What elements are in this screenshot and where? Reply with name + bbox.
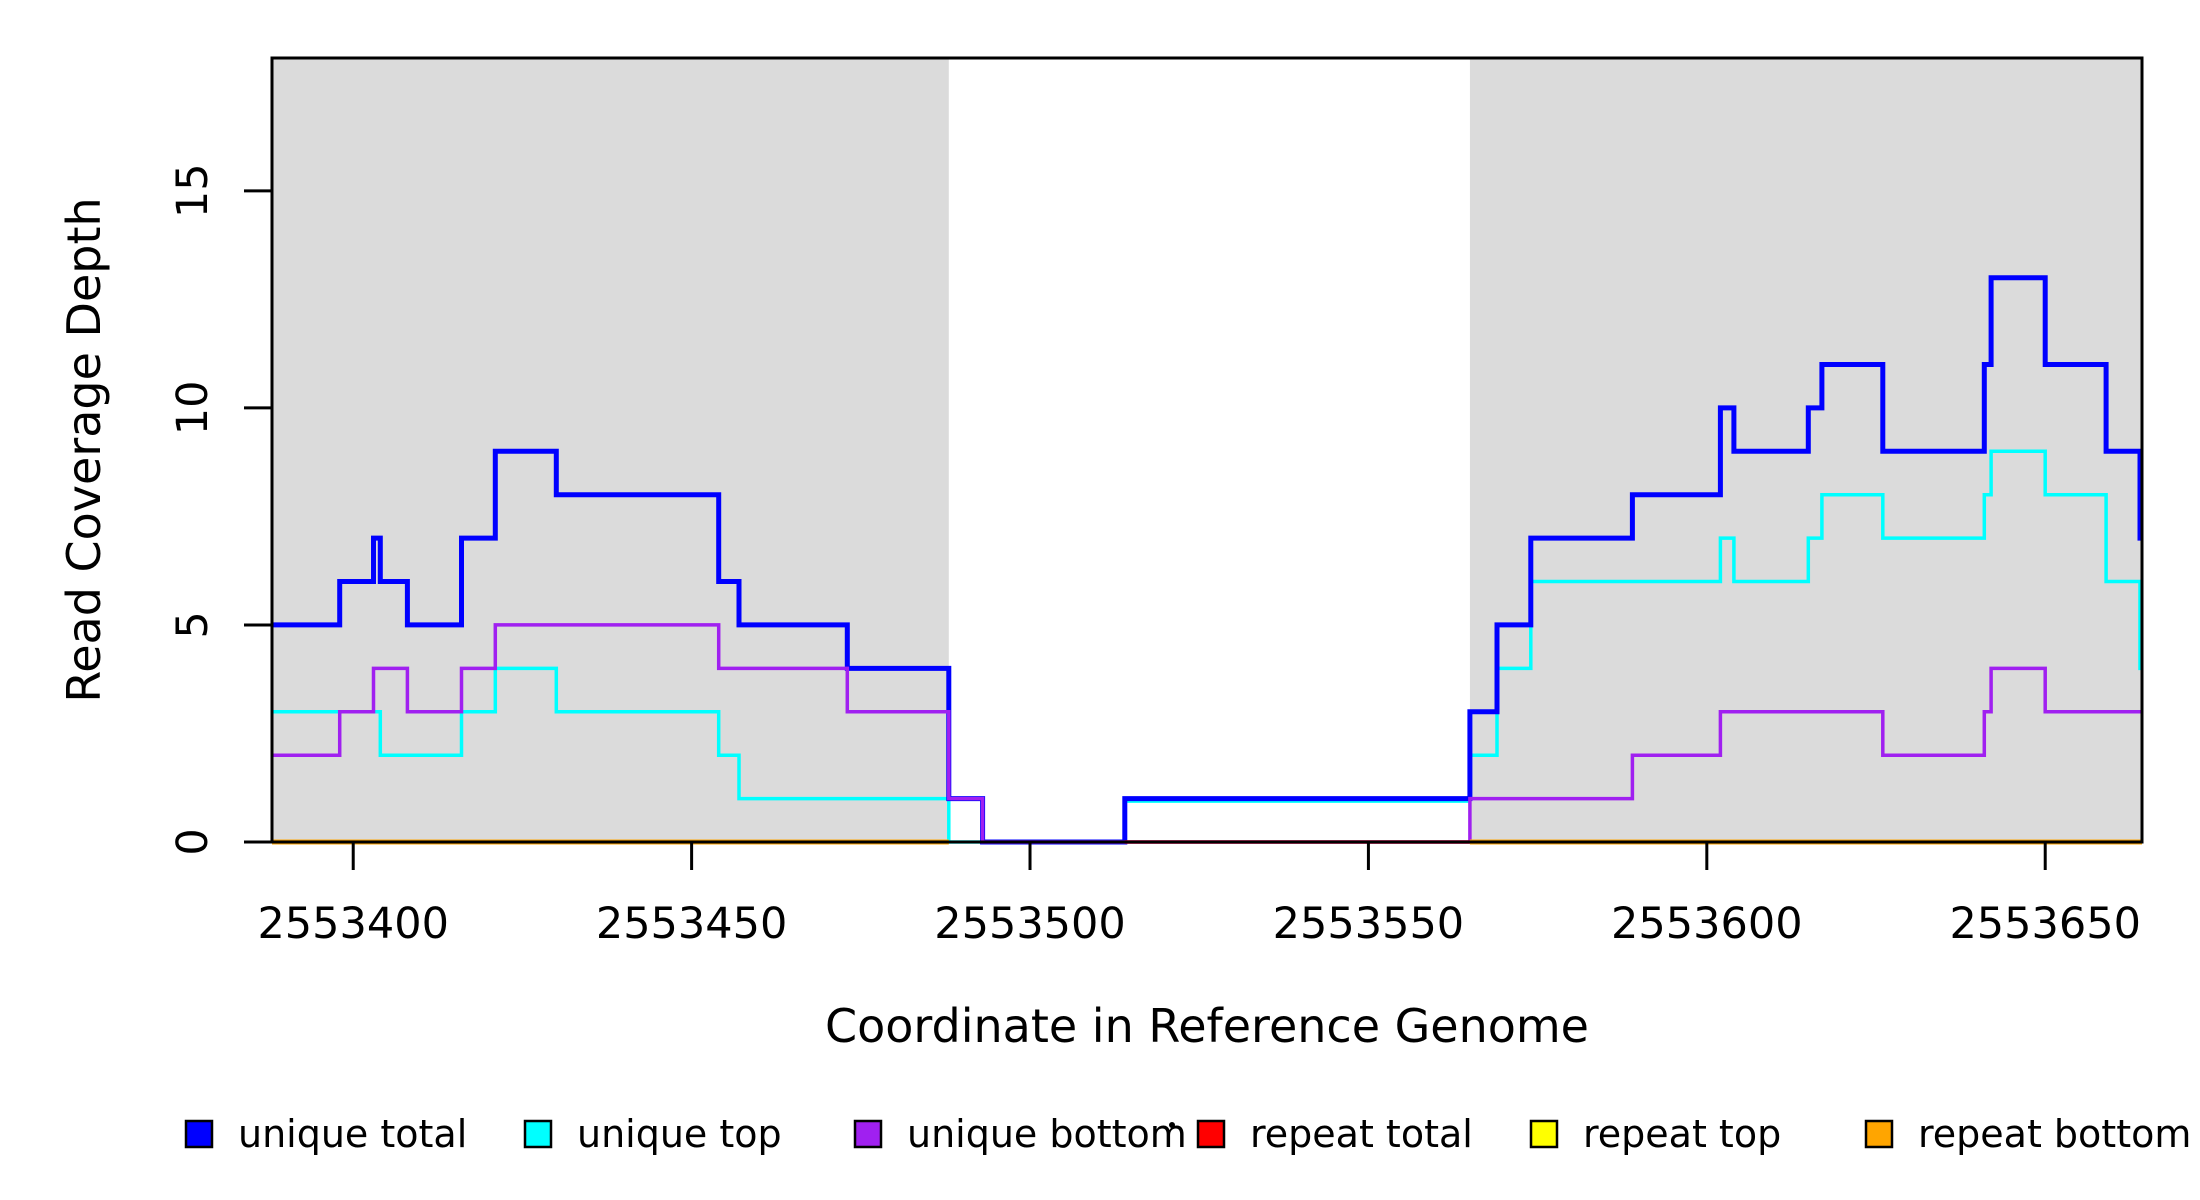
legend-label-repeat-total: repeat total xyxy=(1250,1112,1473,1156)
y-axis-title: Read Coverage Depth xyxy=(57,197,111,702)
x-tick-label-1: 2553450 xyxy=(596,899,788,949)
y-tick-label-1: 5 xyxy=(168,611,218,638)
legend-label-unique-total: unique total xyxy=(238,1112,467,1156)
series-line-unique-total xyxy=(272,275,2143,845)
y-tick-label-2: 10 xyxy=(168,381,218,436)
x-axis-title: Coordinate in Reference Genome xyxy=(825,999,1589,1053)
x-tick-label-5: 2553650 xyxy=(1949,899,2141,949)
shaded-region-0 xyxy=(272,58,949,842)
plot-border xyxy=(270,56,2144,844)
x-tick-label-0: 2553400 xyxy=(257,899,449,949)
y-tick-label-3: 15 xyxy=(168,163,218,218)
legend-swatch-unique-total xyxy=(184,1119,214,1149)
legend-label-repeat-top: repeat top xyxy=(1583,1112,1781,1156)
series-line-unique-bottom xyxy=(272,623,2142,844)
legend-swatch-unique-top xyxy=(523,1119,553,1149)
x-tick-label-4: 2553600 xyxy=(1611,899,1803,949)
x-tick-label-2: 2553500 xyxy=(934,899,1126,949)
legend-swatch-repeat-bottom xyxy=(1864,1119,1894,1149)
legend-label-unique-bottom: unique bottom xyxy=(907,1112,1187,1156)
x-tick-label-3: 2553550 xyxy=(1273,899,1465,949)
y-axis: 0 5 10 15 xyxy=(168,163,272,856)
stray-dot-mark xyxy=(1169,1122,1175,1128)
y-tick-label-0: 0 xyxy=(168,828,218,855)
legend-label-repeat-bottom: repeat bottom xyxy=(1918,1112,2191,1156)
legend-swatch-repeat-total xyxy=(1196,1119,1226,1149)
legend: unique total unique top unique bottom repea… xyxy=(184,1112,2191,1156)
x-axis: 2553400 2553450 2553500 2553550 2553600 25536… xyxy=(257,842,2141,949)
legend-label-unique-top: unique top xyxy=(577,1112,782,1156)
legend-swatch-repeat-top xyxy=(1529,1119,1559,1149)
legend-swatch-unique-bottom xyxy=(853,1119,883,1149)
